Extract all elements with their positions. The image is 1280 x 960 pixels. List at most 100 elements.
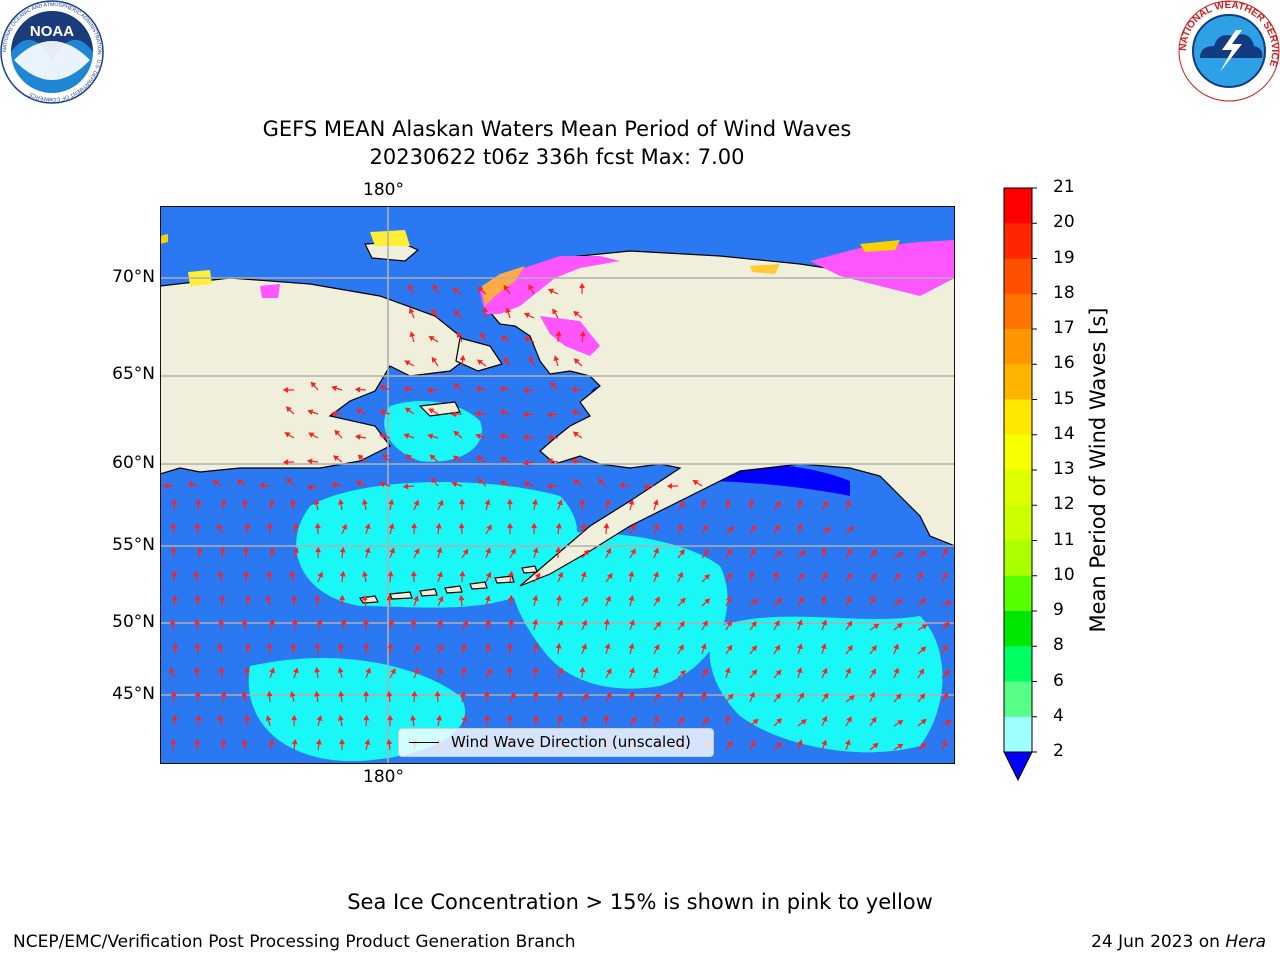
- wave-direction-arrowhead: [546, 483, 553, 490]
- colorbar-segment: [1004, 646, 1032, 682]
- map-panel: [160, 206, 955, 764]
- wave-direction-arrowhead: [869, 691, 876, 698]
- wave-direction-arrowhead: [701, 643, 707, 650]
- wave-direction-arrowhead: [266, 570, 273, 577]
- wave-direction-arrowhead: [846, 572, 853, 579]
- wave-direction-arrowhead: [581, 643, 587, 650]
- wave-direction-arrowhead: [523, 312, 531, 319]
- wave-direction-arrowhead: [941, 739, 948, 746]
- wave-direction-arrowhead: [506, 666, 513, 673]
- wave-direction-arrowhead: [170, 546, 177, 553]
- wave-direction-arrowhead: [459, 498, 465, 505]
- wave-direction-arrowhead: [506, 642, 513, 649]
- wave-direction-arrowhead: [534, 572, 541, 579]
- wave-direction-arrowhead: [581, 619, 588, 626]
- wave-direction-arrowhead: [604, 499, 611, 506]
- wave-direction-arrowhead: [258, 482, 265, 489]
- wave-direction-arrowhead: [477, 286, 484, 293]
- wave-direction-arrowhead: [292, 523, 299, 529]
- wave-direction-arrowhead: [917, 571, 924, 578]
- wave-direction-arrowhead: [437, 499, 444, 507]
- wave-direction-arrowhead: [894, 572, 901, 579]
- wave-direction-arrowhead: [701, 691, 707, 698]
- wave-direction-arrowhead: [848, 695, 855, 701]
- wave-direction-arrowhead: [428, 335, 435, 342]
- wave-direction-arrowhead: [557, 499, 563, 506]
- wave-direction-arrowhead: [498, 386, 505, 392]
- colorbar-tick-label: 11: [1053, 529, 1075, 550]
- wave-direction-arrowhead: [523, 481, 530, 487]
- wave-direction-arrowhead: [666, 483, 673, 490]
- wave-direction-arrowhead: [507, 594, 514, 601]
- wave-direction-arrowhead: [822, 571, 828, 579]
- noaa-logo-text: NOAA: [30, 23, 74, 40]
- wave-direction-arrowhead: [920, 718, 927, 725]
- wave-direction-arrowhead: [532, 691, 539, 698]
- wave-direction-arrowhead: [390, 668, 396, 675]
- wave-direction-arrowhead: [508, 570, 514, 577]
- colorbar-segment: [1004, 364, 1032, 400]
- wave-direction-arrowhead: [798, 572, 805, 579]
- colorbar-segment: [1004, 188, 1032, 224]
- wave-direction-arrowhead: [679, 501, 686, 508]
- wave-direction-arrowhead: [355, 408, 363, 415]
- wave-direction-arrowhead: [606, 692, 612, 699]
- wave-direction-arrowhead: [679, 549, 685, 556]
- wave-direction-arrowhead: [748, 571, 755, 578]
- wave-direction-arrowhead: [653, 667, 659, 674]
- colorbar: [1003, 187, 1037, 782]
- wave-direction-arrowhead: [485, 619, 491, 626]
- wave-direction-arrowhead: [354, 434, 361, 440]
- wave-direction-arrowhead: [653, 571, 659, 578]
- wave-direction-arrowhead: [411, 522, 418, 529]
- wave-direction-arrowhead: [268, 739, 275, 745]
- wave-direction-arrowhead: [499, 433, 506, 440]
- wave-direction-arrowhead: [410, 714, 416, 721]
- wave-direction-arrowhead: [573, 358, 580, 365]
- wave-direction-arrowhead: [267, 522, 273, 529]
- wave-direction-arrowhead: [409, 331, 416, 338]
- wave-direction-arrowhead: [291, 714, 298, 721]
- wave-direction-arrowhead: [522, 434, 529, 441]
- wave-direction-arrowhead: [362, 570, 368, 577]
- wave-direction-arrowhead: [483, 690, 490, 697]
- colorbar-tick-label: 12: [1053, 494, 1075, 515]
- wave-direction-arrowhead: [170, 690, 177, 697]
- wave-direction-arrowhead: [629, 619, 635, 626]
- wave-direction-arrowhead: [169, 667, 175, 674]
- wave-direction-arrowhead: [553, 355, 560, 362]
- wave-direction-arrowhead: [776, 742, 783, 749]
- colorbar-tick-label: 15: [1053, 388, 1075, 409]
- wave-direction-arrowhead: [523, 336, 530, 343]
- wave-direction-arrowhead: [354, 386, 361, 393]
- wave-direction-arrowhead: [677, 691, 684, 699]
- colorbar-tick-label: 2: [1053, 741, 1064, 761]
- wave-direction-arrowhead: [920, 598, 927, 605]
- wave-direction-arrowhead: [436, 714, 442, 721]
- wave-direction-arrowhead: [437, 571, 443, 578]
- wave-direction-arrowhead: [629, 667, 635, 674]
- wave-direction-arrowhead: [557, 619, 563, 626]
- wave-direction-arrowhead: [289, 691, 296, 697]
- wave-direction-arrowhead: [583, 693, 589, 700]
- wave-direction-arrowhead: [679, 716, 685, 723]
- wave-direction-arrowhead: [942, 692, 949, 699]
- wave-direction-arrowhead: [452, 288, 459, 294]
- wave-direction-arrowhead: [508, 618, 514, 625]
- wave-direction-arrowhead: [607, 572, 613, 579]
- wave-direction-arrowhead: [724, 715, 731, 721]
- wave-direction-arrowhead: [628, 595, 635, 601]
- wave-direction-arrowhead: [341, 523, 348, 530]
- wave-direction-arrowhead: [460, 690, 466, 697]
- wave-direction-arrowhead: [266, 642, 273, 649]
- wave-direction-arrowhead: [846, 716, 852, 723]
- wave-direction-arrowhead: [486, 524, 492, 531]
- wave-direction-arrowhead: [918, 668, 925, 675]
- wave-direction-arrowhead: [290, 498, 296, 505]
- wave-direction-arrowhead: [388, 498, 394, 505]
- wave-direction-arrowhead: [775, 669, 782, 676]
- chart-subtitle: 20230622 t06z 336h fcst Max: 7.00: [369, 145, 745, 169]
- colorbar-tick-label: 10: [1053, 564, 1075, 585]
- wave-direction-arrowhead: [582, 596, 588, 603]
- wave-direction-arrowhead: [330, 481, 337, 488]
